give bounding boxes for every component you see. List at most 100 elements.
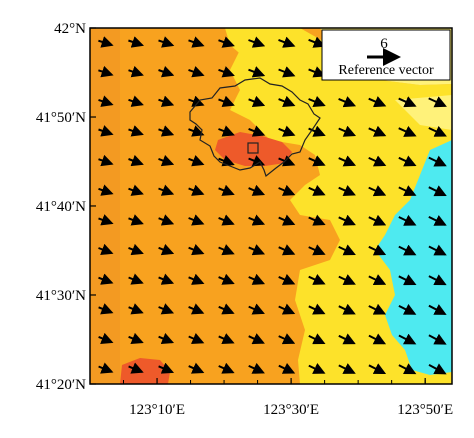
wind-arrow: [188, 66, 205, 78]
wind-arrow: [218, 184, 235, 196]
wind-arrow: [398, 185, 417, 197]
y-tick-label: 42°N: [54, 21, 86, 37]
wind-arrow: [98, 332, 114, 344]
wind-arrow: [368, 333, 387, 345]
wind-arrow: [98, 243, 114, 256]
wind-arrow: [278, 273, 296, 285]
wind-arrow: [398, 363, 417, 375]
wind-arrow: [338, 96, 357, 108]
wind-arrow: [398, 333, 417, 345]
wind-arrow: [428, 244, 447, 256]
wind-arrow: [308, 244, 326, 256]
wind-arrow: [398, 274, 417, 286]
city-center-marker: [247, 142, 259, 154]
wind-arrow: [278, 36, 296, 48]
wind-arrow: [218, 214, 235, 226]
wind-arrow: [98, 95, 114, 107]
wind-arrow: [278, 333, 296, 345]
wind-arrow: [248, 273, 266, 285]
wind-arrow: [218, 244, 235, 256]
axis-ticks: [90, 27, 426, 385]
wind-arrow: [188, 244, 205, 256]
wind-arrow: [398, 303, 417, 315]
wind-arrow: [248, 214, 266, 226]
wind-arrow: [98, 214, 114, 226]
wind-arrow: [248, 125, 266, 137]
wind-arrow: [188, 303, 205, 315]
wind-arrow: [218, 333, 235, 345]
wind-arrow: [218, 273, 235, 285]
wind-arrow: [368, 363, 387, 375]
wind-arrow: [278, 184, 296, 196]
wind-arrow: [368, 125, 387, 137]
wind-arrow: [428, 215, 447, 226]
wind-arrow: [368, 185, 387, 197]
wind-arrow: [128, 362, 144, 374]
wind-arrow: [278, 244, 296, 256]
wind-arrow: [128, 95, 144, 107]
wind-arrow: [428, 96, 447, 108]
wind-arrow: [278, 95, 296, 107]
wind-arrow: [398, 155, 417, 167]
wind-arrow: [308, 155, 326, 167]
map-background: [90, 28, 452, 384]
wind-arrow: [128, 36, 144, 48]
wind-arrow: [158, 214, 175, 226]
wind-arrow: [188, 125, 205, 137]
wind-arrow: [338, 303, 356, 315]
wind-arrow: [428, 274, 447, 286]
wind-arrow: [158, 184, 175, 196]
wind-arrow: [428, 363, 447, 375]
wind-arrow: [428, 155, 447, 167]
wind-arrow: [278, 155, 296, 167]
wind-arrow: [98, 362, 114, 374]
wind-arrow: [188, 184, 205, 196]
wind-arrow: [218, 66, 235, 78]
wind-arrow: [218, 95, 235, 107]
x-tick-label: 123°10′E: [129, 402, 185, 418]
wind-arrow: [158, 65, 175, 78]
wind-arrow: [308, 66, 326, 78]
wind-arrow: [188, 333, 205, 345]
wind-arrow: [338, 363, 356, 374]
wind-arrow: [128, 214, 144, 226]
wind-arrow: [188, 155, 205, 167]
wind-arrow: [278, 303, 296, 315]
wind-arrow: [278, 214, 296, 226]
wind-arrow: [188, 214, 205, 226]
y-tick-label: 41°40′N: [36, 199, 86, 215]
wind-arrow: [158, 36, 175, 48]
wind-arrow: [308, 273, 326, 285]
wind-arrow: [428, 125, 447, 137]
wind-arrow: [368, 96, 387, 108]
wind-arrow: [368, 214, 387, 226]
wind-arrow: [368, 274, 387, 285]
wind-arrow: [278, 66, 296, 78]
wind-arrow: [98, 154, 114, 167]
wind-arrow: [398, 244, 417, 256]
wind-arrow: [338, 244, 356, 256]
city-boundary-outline: [189, 77, 321, 178]
wind-arrow: [428, 185, 447, 197]
wind-arrow: [128, 273, 144, 285]
wind-arrow: [218, 36, 235, 48]
wind-arrow: [308, 303, 326, 315]
wind-arrow: [368, 155, 387, 167]
wind-arrow: [98, 65, 114, 78]
wind-arrow: [308, 184, 326, 196]
wind-arrow: [98, 273, 114, 285]
wind-arrow: [398, 125, 417, 137]
x-tick-label: 123°30′E: [263, 402, 319, 418]
wind-arrow: [248, 66, 266, 78]
wind-arrow: [338, 155, 357, 167]
wind-arrow: [188, 36, 205, 48]
wind-arrow: [218, 362, 235, 374]
wind-arrow: [308, 333, 326, 345]
wind-arrow: [308, 214, 326, 226]
wind-arrow: [308, 36, 326, 48]
wind-arrow: [128, 125, 144, 137]
wind-arrow: [188, 273, 205, 285]
wind-arrow: [218, 155, 235, 167]
wind-arrow: [128, 243, 144, 256]
